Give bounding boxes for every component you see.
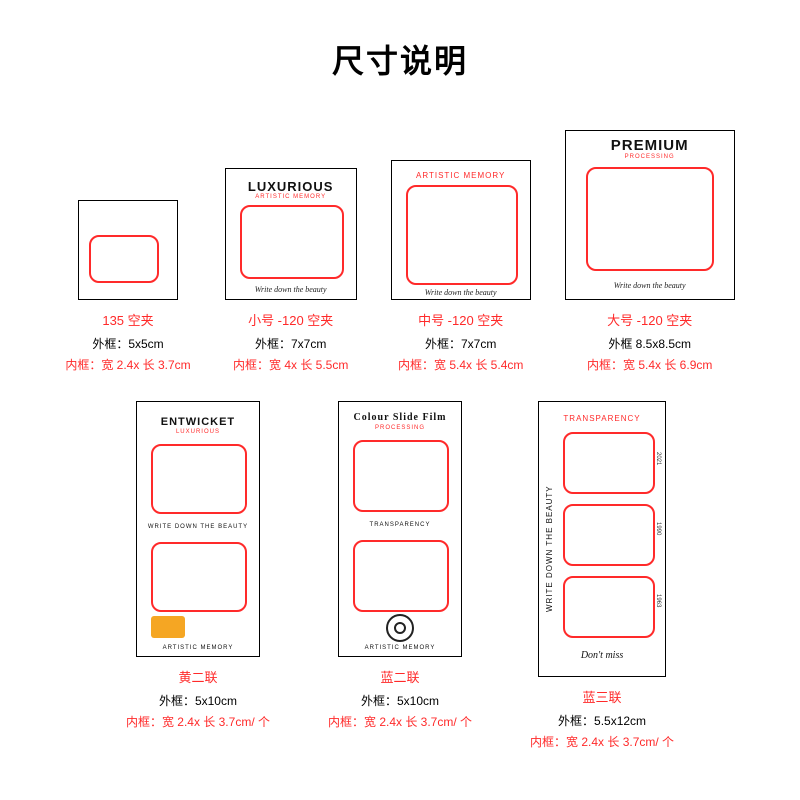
card-caption: Write down the beauty xyxy=(566,281,734,290)
card-name-label: 大号 -120 空夹 xyxy=(607,310,692,329)
page-title: 尺寸说明 xyxy=(0,0,800,82)
outer-size-label: 外框：7x7cm xyxy=(255,335,326,352)
card-caption: LUXURIOUS xyxy=(137,429,259,435)
card-caption: Write down the beauty xyxy=(392,288,530,297)
side-label: WRITE DOWN THE BEAUTY xyxy=(545,472,554,612)
year-tick: 2021 xyxy=(655,452,661,465)
ticket-icon xyxy=(151,616,185,638)
inner-frame xyxy=(89,235,159,283)
row-2: ENTWICKETLUXURIOUS WRITE DOWN THE BEAUTY A… xyxy=(0,401,800,750)
inner-frame xyxy=(353,540,449,612)
card-name-label: 蓝三联 xyxy=(583,687,622,706)
inner-size-label: 内框：宽 5.4x 长 5.4cm xyxy=(398,356,523,373)
inner-size-label: 内框：宽 2.4x 长 3.7cm/ 个 xyxy=(530,733,674,750)
inner-frame xyxy=(586,167,714,271)
inner-frame xyxy=(151,542,247,612)
card-caption: ARTISTIC MEMORY xyxy=(339,645,461,651)
card-outer-frame: ARTISTIC MEMORY Write down the beauty xyxy=(391,160,531,300)
inner-size-label: 内框：宽 2.4x 长 3.7cm/ 个 xyxy=(328,713,472,730)
card-caption: TRANSPARENCY xyxy=(539,414,665,423)
year-tick: 1963 xyxy=(655,594,661,607)
card-outer-frame: PREMIUMPROCESSING Write down the beauty xyxy=(565,130,735,300)
card-outer-frame: TRANSPARENCY Don't miss WRITE DOWN THE BEA… xyxy=(538,401,666,677)
card-caption: LUXURIOUS xyxy=(226,179,356,194)
year-tick: 1990 xyxy=(655,522,661,535)
card-caption: PREMIUM xyxy=(566,137,734,154)
inner-frame xyxy=(563,432,655,494)
card-outer-frame: Colour Slide Film PROCESSING TRANSPARENCY A… xyxy=(338,401,462,657)
card-caption: Write down the beauty xyxy=(226,285,356,294)
outer-size-label: 外框：5x10cm xyxy=(361,692,439,709)
inner-size-label: 内框：宽 2.4x 长 3.7cm xyxy=(65,356,190,373)
card-caption: ENTWICKET xyxy=(137,416,259,428)
card-name-label: 小号 -120 空夹 xyxy=(248,310,333,329)
card-caption: WRITE DOWN THE BEAUTY xyxy=(137,524,259,530)
outer-size-label: 外框：5x5cm xyxy=(92,335,163,352)
reel-icon xyxy=(386,614,414,642)
inner-frame xyxy=(151,444,247,514)
inner-frame xyxy=(563,576,655,638)
card-name-label: 135 空夹 xyxy=(102,310,153,329)
row-1: 135 空夹外框：5x5cm 内框：宽 2.4x 长 3.7cm LUXURIOUS… xyxy=(0,130,800,373)
card-col: PREMIUMPROCESSING Write down the beauty 大号… xyxy=(565,130,735,373)
card-outer-frame: LUXURIOUSARTISTIC MEMORY Write down the b… xyxy=(225,168,357,300)
inner-frame xyxy=(563,504,655,566)
inner-frame xyxy=(406,185,518,285)
inner-size-label: 内框：宽 5.4x 长 6.9cm xyxy=(587,356,712,373)
outer-size-label: 外框：7x7cm xyxy=(425,335,496,352)
card-name-label: 黄二联 xyxy=(178,667,217,686)
card-caption: Don't miss xyxy=(539,650,665,661)
card-name-label: 中号 -120 空夹 xyxy=(418,310,503,329)
card-caption: ARTISTIC MEMORY xyxy=(137,645,259,651)
outer-size-label: 外框：5.5x12cm xyxy=(558,712,646,729)
card-caption: ARTISTIC MEMORY xyxy=(392,171,530,180)
card-caption: Colour Slide Film xyxy=(339,412,461,423)
card-col: 135 空夹外框：5x5cm 内框：宽 2.4x 长 3.7cm xyxy=(65,200,190,373)
card-col: ENTWICKETLUXURIOUS WRITE DOWN THE BEAUTY A… xyxy=(126,401,270,730)
card-caption: TRANSPARENCY xyxy=(339,522,461,528)
card-col: LUXURIOUSARTISTIC MEMORY Write down the b… xyxy=(225,168,357,373)
card-col: Colour Slide Film PROCESSING TRANSPARENCY A… xyxy=(328,401,472,730)
card-outer-frame: ENTWICKETLUXURIOUS WRITE DOWN THE BEAUTY A… xyxy=(136,401,260,657)
inner-size-label: 内框：宽 2.4x 长 3.7cm/ 个 xyxy=(126,713,270,730)
outer-size-label: 外框 8.5x8.5cm xyxy=(608,335,691,352)
card-col: ARTISTIC MEMORY Write down the beauty 中号 -… xyxy=(391,160,531,373)
inner-size-label: 内框：宽 4x 长 5.5cm xyxy=(233,356,348,373)
card-col: TRANSPARENCY Don't miss WRITE DOWN THE BEA… xyxy=(530,401,674,750)
card-outer-frame xyxy=(78,200,178,300)
card-caption: PROCESSING xyxy=(566,154,734,160)
inner-frame xyxy=(240,205,344,279)
card-name-label: 蓝二联 xyxy=(380,667,419,686)
outer-size-label: 外框：5x10cm xyxy=(159,692,237,709)
inner-frame xyxy=(353,440,449,512)
card-caption: PROCESSING xyxy=(339,425,461,431)
card-caption: ARTISTIC MEMORY xyxy=(226,194,356,200)
